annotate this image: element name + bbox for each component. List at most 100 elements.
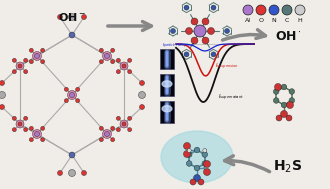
FancyBboxPatch shape [160,101,174,123]
Text: Al: Al [245,18,251,23]
Text: C: C [285,18,289,23]
Circle shape [120,62,128,70]
Circle shape [274,89,279,94]
Circle shape [99,60,103,64]
Circle shape [186,161,192,166]
Circle shape [256,5,266,15]
Circle shape [111,138,115,142]
Circle shape [122,64,126,68]
Circle shape [18,122,22,126]
Circle shape [116,128,120,132]
Circle shape [276,115,282,121]
Circle shape [140,81,145,85]
Circle shape [32,129,42,139]
Circle shape [211,52,216,57]
Text: OH$^-$: OH$^-$ [58,11,86,23]
Circle shape [295,5,305,15]
Circle shape [64,87,68,91]
Circle shape [203,149,207,153]
Circle shape [194,25,206,37]
Circle shape [185,28,192,35]
Circle shape [128,116,132,120]
Circle shape [111,48,115,52]
Circle shape [191,18,198,25]
Circle shape [202,18,209,25]
Circle shape [194,147,200,153]
Text: O: O [258,18,263,23]
Circle shape [12,70,16,74]
Circle shape [35,132,40,136]
Circle shape [69,13,76,20]
Circle shape [171,29,176,33]
Circle shape [193,174,201,181]
Circle shape [0,81,5,85]
Circle shape [105,53,110,59]
Text: N: N [272,18,277,23]
Circle shape [120,120,128,128]
Circle shape [24,116,28,120]
Circle shape [41,48,45,52]
Circle shape [202,161,208,166]
Circle shape [29,138,33,142]
Circle shape [24,70,28,74]
Circle shape [32,51,42,60]
Circle shape [16,120,24,128]
Circle shape [194,165,200,171]
Circle shape [202,152,208,157]
Circle shape [286,115,292,121]
Circle shape [82,15,86,19]
Circle shape [275,84,281,91]
Circle shape [128,58,132,62]
Circle shape [122,122,126,126]
Circle shape [280,111,287,118]
Circle shape [211,5,216,10]
Circle shape [204,169,211,176]
Circle shape [99,48,103,52]
Circle shape [64,99,68,103]
Text: $I_{suspension}$: $I_{suspension}$ [215,62,239,72]
FancyBboxPatch shape [160,74,174,96]
Circle shape [41,138,45,142]
Circle shape [269,5,279,15]
Circle shape [289,89,295,94]
Circle shape [69,32,75,38]
Circle shape [16,62,24,70]
Circle shape [105,132,110,136]
Circle shape [191,37,198,44]
Circle shape [0,91,6,98]
Circle shape [24,128,28,132]
Circle shape [69,152,75,158]
Circle shape [57,15,62,19]
Circle shape [99,126,103,130]
Circle shape [183,150,190,157]
Circle shape [224,29,229,33]
Circle shape [128,70,132,74]
Circle shape [35,53,40,59]
Circle shape [12,116,16,120]
Ellipse shape [162,106,172,112]
Circle shape [103,129,112,139]
Circle shape [76,87,80,91]
Circle shape [12,128,16,132]
Circle shape [281,84,287,90]
Circle shape [116,116,120,120]
Circle shape [274,98,279,103]
Circle shape [41,60,45,64]
Circle shape [24,58,28,62]
Circle shape [116,70,120,74]
Circle shape [183,143,190,149]
Circle shape [70,92,75,98]
Circle shape [286,101,293,108]
Circle shape [111,60,115,64]
Circle shape [29,48,33,52]
Circle shape [139,91,146,98]
Circle shape [0,105,5,109]
Circle shape [41,126,45,130]
Circle shape [103,51,112,60]
Text: OH$^\cdot$: OH$^\cdot$ [275,30,301,43]
Ellipse shape [161,131,233,183]
Circle shape [82,170,86,176]
Circle shape [198,179,204,185]
Ellipse shape [162,81,172,87]
Text: $I_{supernatant}$: $I_{supernatant}$ [218,93,245,103]
